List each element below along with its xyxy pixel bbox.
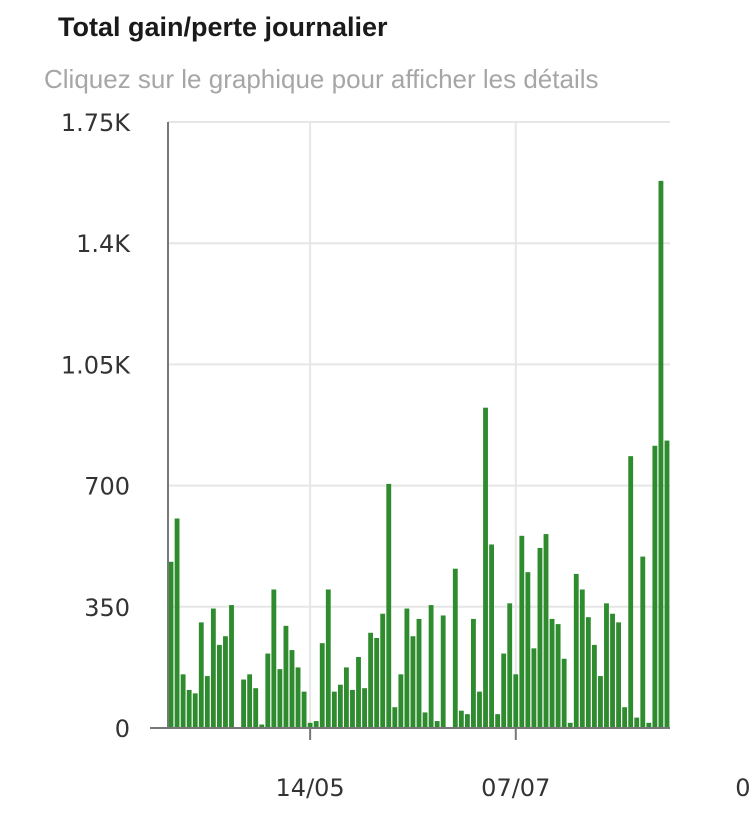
bar[interactable] [537, 547, 543, 728]
bar[interactable] [174, 518, 180, 729]
bar[interactable] [398, 674, 404, 728]
bar[interactable] [253, 688, 259, 728]
bar[interactable] [416, 618, 422, 728]
bar[interactable] [295, 667, 301, 728]
bar[interactable] [223, 636, 228, 728]
bar[interactable] [519, 535, 525, 728]
bar[interactable] [368, 632, 374, 728]
y-tick-label: 350 [84, 594, 130, 622]
bar[interactable] [604, 603, 609, 728]
bar[interactable] [319, 643, 325, 728]
bar[interactable] [204, 676, 210, 728]
bar[interactable] [610, 613, 615, 728]
bar[interactable] [186, 689, 192, 728]
bar[interactable] [477, 691, 482, 728]
bar[interactable] [573, 573, 579, 728]
bar[interactable] [410, 636, 416, 728]
bar[interactable] [434, 721, 440, 728]
bar[interactable] [483, 407, 488, 728]
bar[interactable] [513, 674, 519, 728]
bar[interactable] [525, 572, 531, 728]
bar[interactable] [555, 624, 561, 728]
bar[interactable] [216, 644, 222, 728]
bar[interactable] [325, 589, 331, 728]
y-tick-label: 1.4K [76, 230, 131, 258]
bar[interactable] [664, 440, 670, 728]
bar[interactable] [646, 722, 652, 728]
bar[interactable] [561, 658, 567, 728]
bar[interactable] [640, 556, 646, 728]
bar[interactable] [307, 722, 313, 728]
bar[interactable] [380, 613, 386, 728]
bar[interactable] [452, 568, 458, 728]
bar[interactable] [198, 622, 204, 728]
bar[interactable] [652, 445, 658, 728]
bar[interactable] [495, 714, 501, 728]
x-tick-label: 14/05 [276, 774, 345, 802]
bar[interactable] [458, 710, 464, 728]
bar[interactable] [567, 722, 573, 728]
bar[interactable] [531, 648, 537, 728]
bar[interactable] [471, 618, 476, 728]
tick-labels: 0 350 700 1.05K 1.4K 1.75K 14/05 07/07 08/09 [61, 109, 750, 802]
bar[interactable] [392, 707, 398, 728]
bar[interactable] [579, 589, 585, 728]
bar[interactable] [289, 650, 295, 728]
bar[interactable] [362, 688, 367, 728]
bar[interactable] [464, 714, 470, 728]
bar[interactable] [422, 712, 428, 728]
x-tick-label: 08/09 [735, 774, 750, 802]
y-tick-label: 0 [115, 715, 130, 743]
bar[interactable] [591, 644, 597, 728]
y-tick-label: 1.75K [61, 109, 131, 137]
bar[interactable] [331, 691, 337, 728]
y-tick-label: 700 [84, 473, 130, 501]
bar[interactable] [598, 676, 603, 728]
bar[interactable] [241, 679, 247, 728]
bar[interactable] [210, 608, 216, 728]
bar[interactable] [265, 653, 271, 728]
chart-subtitle: Cliquez sur le graphique pour afficher l… [44, 64, 599, 94]
bar[interactable] [180, 674, 186, 728]
bar[interactable] [259, 724, 265, 728]
bar[interactable] [440, 615, 446, 728]
grid-lines [168, 121, 670, 728]
bar[interactable] [549, 618, 555, 728]
bar[interactable] [350, 689, 355, 728]
bar[interactable] [585, 617, 591, 728]
x-tick-label: 07/07 [481, 774, 550, 802]
bar[interactable] [628, 456, 634, 728]
bar[interactable] [271, 589, 277, 728]
bar[interactable] [301, 691, 307, 728]
bar[interactable] [192, 693, 198, 728]
bar[interactable] [543, 534, 549, 728]
bar[interactable] [337, 684, 343, 728]
bar[interactable] [374, 637, 380, 728]
bar[interactable] [634, 717, 640, 728]
bar[interactable] [283, 625, 289, 728]
bar[interactable] [344, 667, 349, 728]
bar[interactable] [428, 605, 434, 728]
bar[interactable] [616, 622, 622, 728]
bar[interactable] [356, 657, 361, 728]
bars[interactable] [168, 180, 670, 729]
bar[interactable] [313, 721, 319, 728]
bar[interactable] [658, 180, 664, 728]
bar[interactable] [404, 608, 410, 728]
bar[interactable] [168, 561, 174, 728]
bar[interactable] [247, 674, 253, 728]
bar[interactable] [501, 653, 507, 728]
bar[interactable] [622, 707, 628, 728]
chart-title: Total gain/perte journalier [58, 12, 388, 42]
bar[interactable] [489, 544, 494, 728]
bar[interactable] [277, 669, 283, 728]
axes [150, 122, 670, 740]
bar[interactable] [386, 483, 392, 728]
y-tick-label: 1.05K [61, 351, 131, 379]
bar[interactable] [229, 605, 234, 728]
bar[interactable] [507, 603, 513, 728]
